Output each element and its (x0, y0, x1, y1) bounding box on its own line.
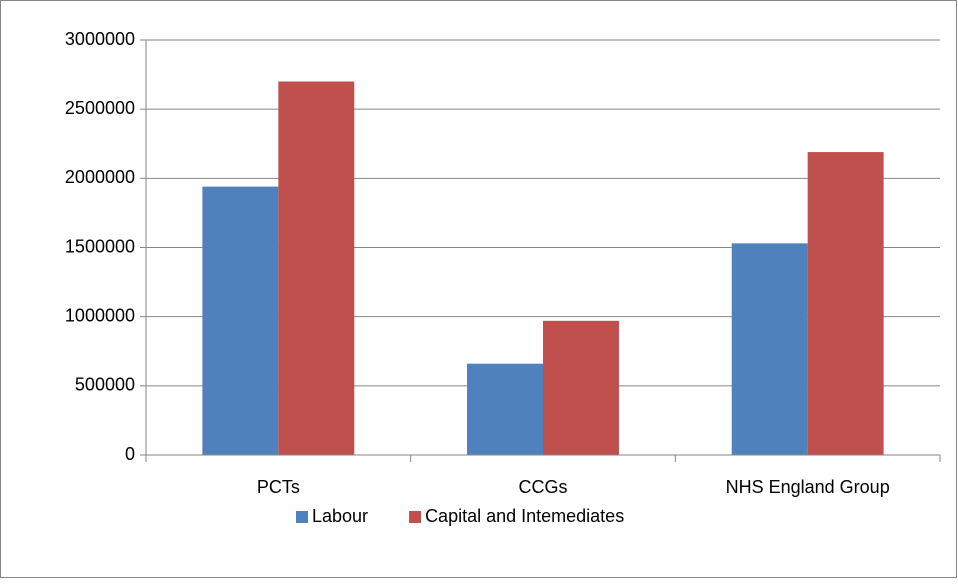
bar (202, 186, 279, 455)
y-tick-label: 3000000 (65, 29, 135, 49)
legend-label: Capital and Intemediates (425, 506, 624, 526)
x-tick-label: CCGs (519, 477, 568, 497)
y-tick-label: 1500000 (65, 236, 135, 256)
x-tick-label: NHS England Group (726, 477, 890, 497)
legend-swatch (409, 511, 422, 523)
y-tick-label: 1000000 (65, 305, 135, 325)
y-tick-label: 2500000 (65, 98, 135, 118)
bar (731, 243, 808, 455)
bar (543, 320, 619, 455)
y-tick-label: 0 (125, 444, 135, 464)
legend-swatch (296, 511, 308, 523)
bar (807, 152, 884, 456)
y-tick-label: 500000 (75, 375, 135, 395)
legend-label: Labour (312, 506, 368, 526)
y-tick-label: 2000000 (65, 167, 135, 187)
x-tick-label: PCTs (257, 477, 300, 497)
bar (278, 81, 355, 455)
bar (467, 363, 543, 455)
